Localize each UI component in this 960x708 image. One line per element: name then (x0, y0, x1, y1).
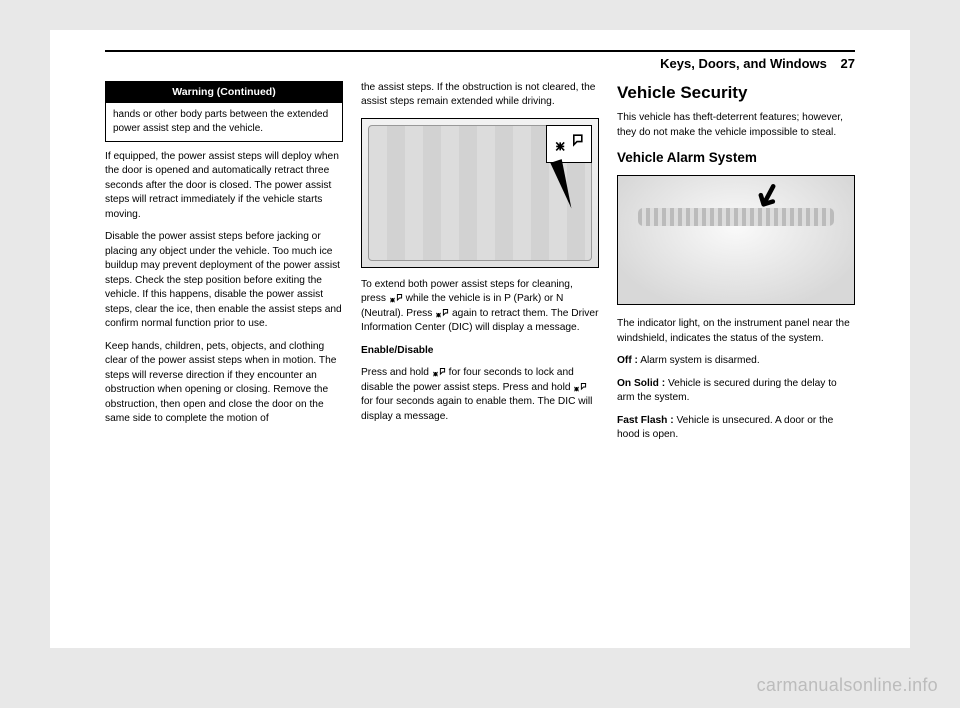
status-line: Off : Alarm system is disarmed. (617, 354, 855, 368)
status-line: On Solid : Vehicle is secured during the… (617, 377, 855, 406)
text-frag: for four seconds again to enable them. T… (361, 396, 592, 421)
assist-step-icon (553, 132, 585, 156)
status-line: Fast Flash : Vehicle is unsecured. A doo… (617, 414, 855, 443)
assist-step-icon (573, 382, 587, 392)
assist-step-icon (389, 293, 403, 303)
page-number: 27 (841, 56, 855, 71)
warning-heading: Warning (Continued) (106, 82, 342, 103)
vehicle-security-heading: Vehicle Security (617, 81, 855, 105)
off-label: Off : (617, 355, 638, 366)
column-1: Warning (Continued) hands or other body … (105, 81, 343, 451)
dashboard-illustration (361, 118, 599, 268)
alarm-indicator-illustration (617, 175, 855, 305)
assist-step-button-callout (546, 125, 592, 163)
warning-body: hands or other body parts between the ex… (106, 103, 342, 141)
column-2: the assist steps. If the obstruction is … (361, 81, 599, 451)
assist-step-icon (435, 308, 449, 318)
section-title: Keys, Doors, and Windows (660, 56, 827, 71)
column-layout: Warning (Continued) hands or other body … (105, 81, 855, 451)
paragraph: the assist steps. If the obstruction is … (361, 81, 599, 110)
fast-flash-label: Fast Flash : (617, 415, 674, 426)
paragraph: This vehicle has theft-deterrent feature… (617, 111, 855, 140)
paragraph: To extend both power assist steps for cl… (361, 278, 599, 336)
paragraph: Keep hands, children, pets, objects, and… (105, 340, 343, 427)
off-text: Alarm system is disarmed. (638, 355, 760, 366)
on-solid-label: On Solid : (617, 378, 665, 389)
watermark: carmanualsonline.info (757, 675, 938, 696)
enable-disable-label: Enable/Disable (361, 345, 433, 356)
paragraph: The indicator light, on the instrument p… (617, 317, 855, 346)
paragraph: If equipped, the power assist steps will… (105, 150, 343, 222)
dashboard-grille (638, 208, 834, 226)
text-frag: Press and hold (361, 367, 432, 378)
manual-page: Keys, Doors, and Windows 27 Warning (Con… (50, 30, 910, 648)
assist-step-icon (432, 367, 446, 377)
vehicle-alarm-heading: Vehicle Alarm System (617, 148, 855, 167)
column-3: Vehicle Security This vehicle has theft-… (617, 81, 855, 451)
subheading: Enable/Disable (361, 344, 599, 358)
paragraph: Disable the power assist steps before ja… (105, 230, 343, 331)
paragraph: Press and hold for four seconds to lock … (361, 366, 599, 424)
warning-box: Warning (Continued) hands or other body … (105, 81, 343, 142)
page-header: Keys, Doors, and Windows 27 (105, 50, 855, 71)
